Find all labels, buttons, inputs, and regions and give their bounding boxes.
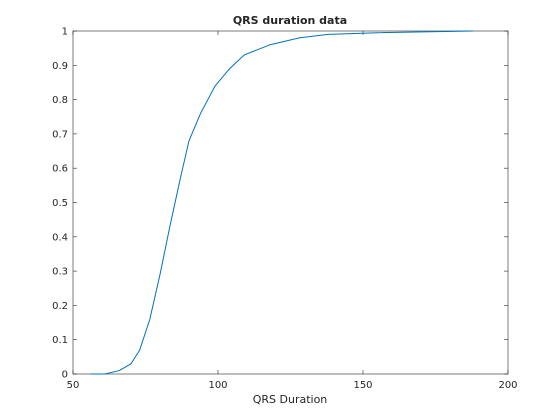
x-tick-label: 200: [498, 380, 517, 391]
x-tick-label: 50: [67, 380, 80, 391]
y-tick-label: 1: [62, 27, 68, 38]
x-tick-label: 100: [208, 380, 227, 391]
data-line: [90, 30, 474, 375]
y-tick-label: 0.5: [52, 198, 68, 209]
y-tick-label: 0.2: [52, 301, 68, 312]
y-tick-label: 0.8: [52, 95, 68, 106]
y-tick-label: 0: [62, 370, 68, 381]
y-tick-label: 0.1: [52, 335, 68, 346]
x-tick-label: 150: [353, 380, 372, 391]
x-axis-label: QRS Duration: [253, 393, 328, 406]
y-tick-label: 0.3: [52, 267, 68, 278]
y-tick-label: 0.4: [52, 232, 68, 243]
y-tick-label: 0.6: [52, 164, 68, 175]
plot-box: [72, 30, 509, 375]
chart-title: QRS duration data: [233, 14, 347, 27]
y-tick-label: 0.9: [52, 61, 68, 72]
y-tick-label: 0.7: [52, 129, 68, 140]
